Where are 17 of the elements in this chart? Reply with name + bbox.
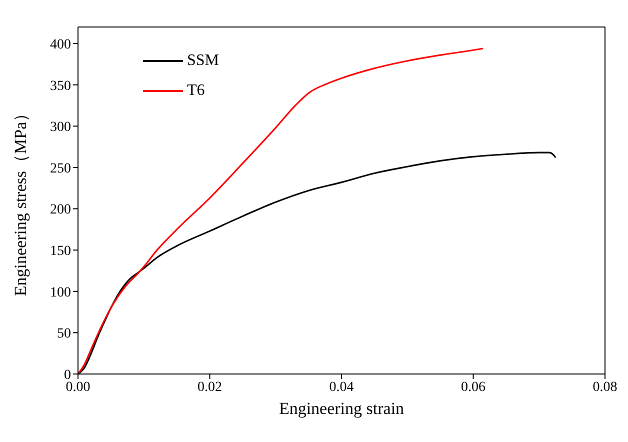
y-tick-label: 150 bbox=[50, 244, 71, 260]
y-tick-label: 50 bbox=[57, 326, 71, 342]
y-tick-label: 400 bbox=[50, 37, 71, 52]
line-series bbox=[78, 48, 484, 374]
y-tick-label: 300 bbox=[50, 120, 71, 136]
x-tick-label: 0.02 bbox=[198, 380, 222, 395]
y-axis-title: Engineering stress（MPa） bbox=[11, 104, 30, 296]
legend-label: SSM bbox=[187, 51, 220, 71]
y-tick-label: 100 bbox=[50, 285, 71, 300]
x-tick-label: 0.08 bbox=[592, 380, 618, 395]
legend-label: T6 bbox=[187, 81, 205, 101]
x-tick-label: 0.04 bbox=[329, 380, 354, 395]
y-tick-label: 200 bbox=[50, 202, 71, 218]
x-tick-label: 0.06 bbox=[461, 380, 486, 395]
y-tick-label: 250 bbox=[50, 161, 71, 176]
y-tick-label: 350 bbox=[50, 78, 71, 94]
x-axis-title: Engineering strain bbox=[278, 399, 405, 418]
